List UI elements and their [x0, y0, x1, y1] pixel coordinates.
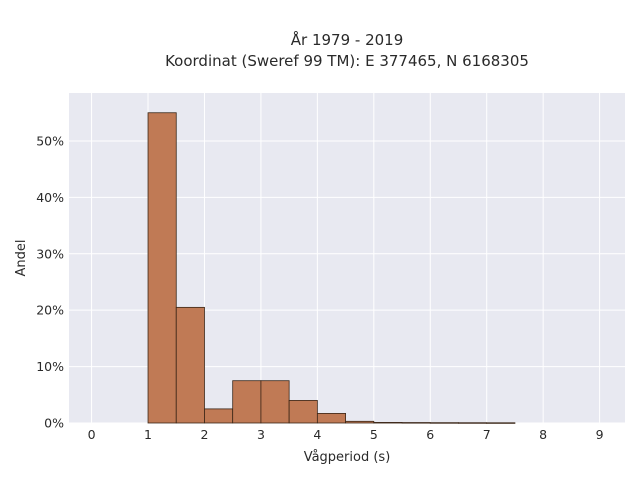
x-tick-label: 5	[370, 427, 378, 442]
chart-title-line2: Koordinat (Sweref 99 TM): E 377465, N 61…	[165, 52, 529, 70]
y-tick-label: 10%	[36, 359, 64, 374]
x-axis-label: Vågperiod (s)	[304, 450, 391, 465]
histogram-bar	[401, 422, 431, 424]
histogram-bar	[486, 422, 516, 424]
x-axis-ticks: 0 1 2 3 4 5 6 7 8 9	[88, 427, 604, 442]
x-tick-label: 3	[257, 427, 265, 442]
histogram-bar	[345, 420, 375, 424]
histogram-bar	[316, 413, 346, 424]
x-tick-label: 1	[144, 427, 152, 442]
y-tick-label: 0%	[44, 416, 64, 431]
x-tick-label: 0	[88, 427, 96, 442]
x-tick-label: 6	[426, 427, 434, 442]
histogram-bar	[373, 422, 403, 424]
histogram-bar	[429, 422, 459, 424]
y-tick-label: 20%	[36, 303, 64, 318]
y-axis-ticks: 0% 10% 20% 30% 40% 50%	[36, 133, 64, 430]
histogram-bar	[232, 380, 262, 424]
y-tick-label: 40%	[36, 190, 64, 205]
histogram-bars	[147, 112, 516, 424]
chart-title-line1: År 1979 - 2019	[291, 30, 404, 49]
x-tick-label: 4	[313, 427, 321, 442]
y-tick-label: 30%	[36, 246, 64, 261]
y-tick-label: 50%	[36, 133, 64, 148]
x-tick-label: 2	[200, 427, 208, 442]
histogram-bar	[175, 306, 205, 424]
y-axis-label: Andel	[14, 240, 29, 277]
histogram-bar	[260, 380, 290, 424]
histogram-bar	[288, 400, 318, 424]
histogram-bar	[458, 422, 488, 424]
x-tick-label: 9	[596, 427, 604, 442]
histogram-bar	[147, 112, 177, 424]
histogram-bar	[204, 408, 234, 424]
x-tick-label: 8	[539, 427, 547, 442]
x-tick-label: 7	[483, 427, 491, 442]
